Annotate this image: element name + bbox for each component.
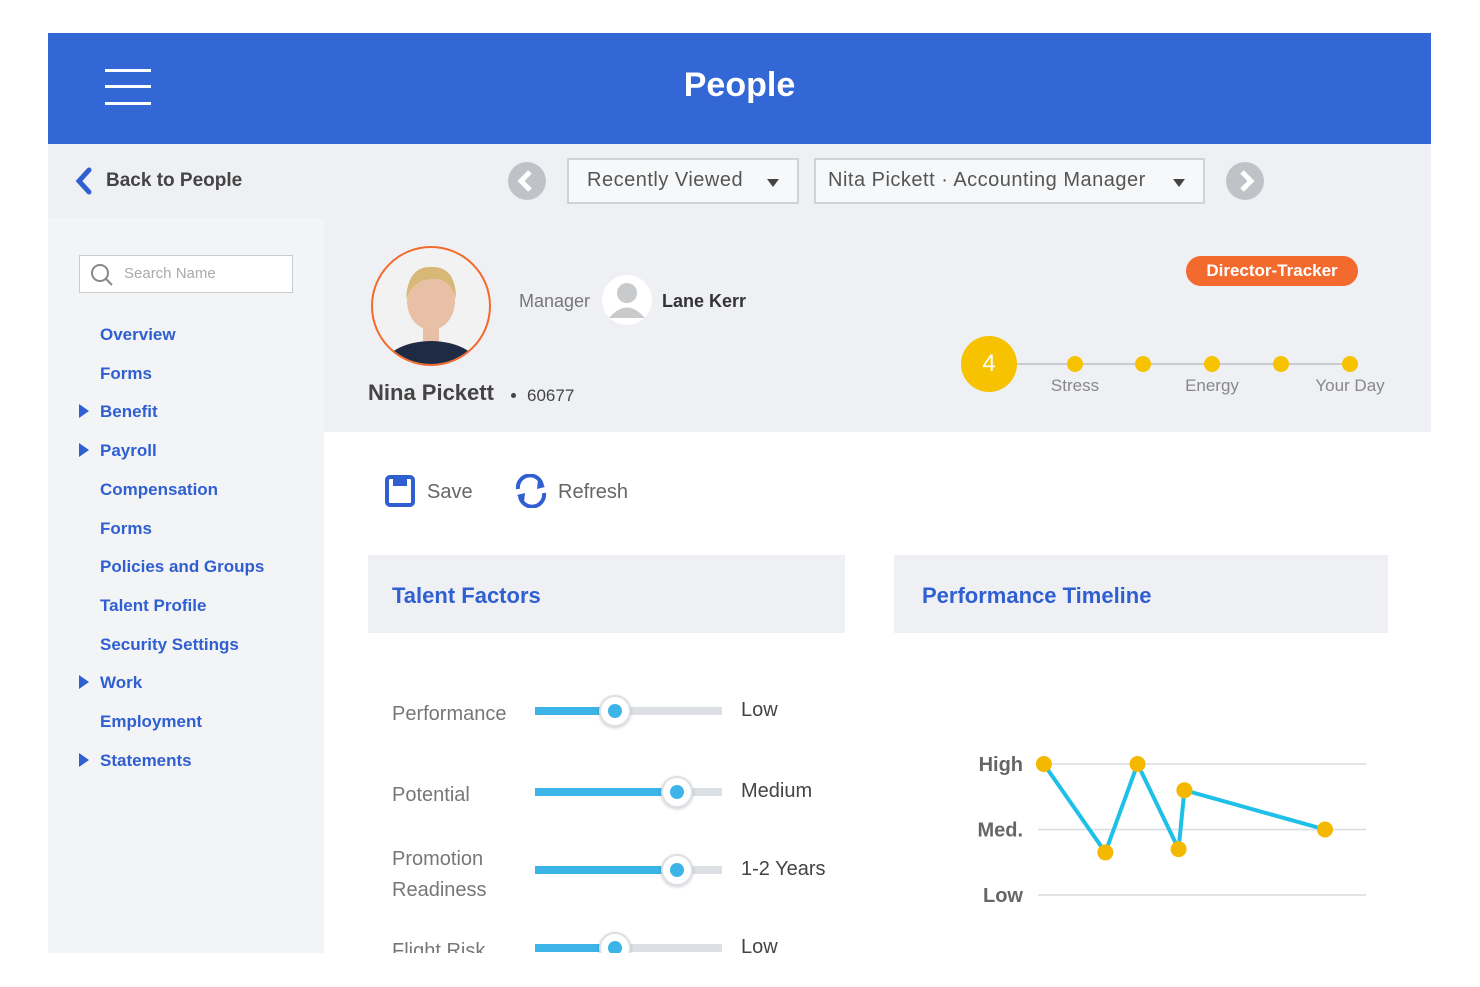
app: People Back to People Recently Viewed Ni… — [48, 33, 1431, 953]
factor-value: Low — [741, 936, 778, 953]
back-link[interactable]: Back to People — [106, 170, 243, 191]
timeline-point — [1170, 841, 1187, 858]
nav-item[interactable]: Employment — [100, 712, 203, 731]
panel-header — [368, 555, 845, 633]
tracker-label: Energy — [1185, 376, 1239, 395]
menu-button[interactable] — [105, 69, 151, 105]
panel-title: Performance Timeline — [922, 583, 1152, 608]
y-tick-label: Low — [983, 885, 1023, 907]
manager-name: Lane Kerr — [662, 291, 747, 311]
search-box[interactable]: Search Name — [79, 255, 293, 293]
slider-fill — [535, 866, 678, 874]
refresh-icon — [515, 474, 547, 508]
nav-item[interactable]: Work — [100, 673, 143, 693]
person-dropdown[interactable]: Nita Pickett · Accounting Manager — [814, 158, 1205, 204]
slider-knob-dot — [608, 941, 623, 953]
next-button[interactable] — [1225, 161, 1265, 201]
slider-knob-dot — [670, 785, 685, 799]
nav-item[interactable]: Compensation — [100, 479, 219, 499]
nav-item[interactable]: Overview — [100, 325, 176, 344]
factor-name: Performance — [392, 703, 507, 725]
panel-header — [894, 555, 1388, 633]
employee-id: 60677 — [527, 386, 575, 405]
timeline-point — [1317, 821, 1333, 838]
panel-title: Talent Factors — [392, 583, 541, 608]
manager-avatar — [602, 275, 652, 325]
avatar — [371, 246, 491, 366]
timeline-point — [1097, 844, 1114, 861]
save-button[interactable]: Save — [427, 481, 473, 503]
save-icon — [385, 475, 415, 507]
slider-fill — [535, 788, 678, 796]
factor-name: Promotion Readiness — [392, 848, 487, 901]
slider-knob[interactable] — [661, 854, 694, 886]
timeline-point — [1176, 782, 1193, 799]
header-bar — [48, 33, 1431, 144]
back-icon — [75, 167, 92, 195]
y-tick-label: High — [979, 754, 1023, 776]
timeline-point — [1035, 756, 1052, 772]
factor-name: Flight Risk — [392, 940, 486, 953]
slider-fill — [535, 707, 616, 715]
tracker-label: Stress — [1050, 376, 1100, 395]
factor-name: Potential — [392, 784, 470, 806]
page-title: People — [683, 66, 796, 104]
expand-arrow — [79, 443, 89, 458]
nav-item[interactable]: Forms — [100, 518, 152, 538]
nav-item[interactable]: Benefit — [100, 402, 158, 422]
employee-name: Nina Pickett — [368, 380, 494, 405]
timeline-point — [1129, 756, 1146, 772]
nav-item[interactable]: Forms — [100, 363, 152, 383]
nav-item[interactable]: Policies and Groups — [100, 557, 265, 577]
expand-arrow — [79, 404, 89, 419]
slider-knob-dot — [608, 704, 623, 718]
expand-arrow — [79, 675, 89, 690]
nav-item[interactable]: Statements — [100, 750, 192, 770]
nav-item[interactable]: Payroll — [100, 441, 157, 461]
slider-fill — [535, 944, 616, 952]
factor-value: Low — [741, 699, 778, 721]
tracker-current: 4 — [982, 350, 996, 377]
factor-value: Medium — [741, 780, 813, 802]
prev-button[interactable] — [507, 161, 547, 201]
manager-label: Manager — [519, 291, 591, 311]
sidebar — [48, 218, 324, 953]
tracker — [961, 336, 1358, 392]
refresh-button[interactable]: Refresh — [558, 481, 629, 503]
nav-item[interactable]: Security Settings — [100, 634, 239, 654]
timeline-chart: High Med. Low — [977, 754, 1366, 907]
nav-item[interactable]: Talent Profile — [100, 595, 207, 615]
factor-value: 1-2 Years — [741, 858, 826, 880]
y-tick-label: Med. — [977, 820, 1023, 842]
timeline-line — [1042, 758, 1326, 857]
filter-dropdown[interactable]: Recently Viewed — [567, 158, 799, 204]
tracker-badge: Director-Tracker — [1186, 256, 1358, 286]
expand-arrow — [79, 752, 89, 767]
slider-knob-dot — [670, 863, 685, 877]
profile-area — [324, 218, 1431, 432]
tracker-label: Your Day — [1315, 376, 1385, 395]
search-placeholder: Search Name — [124, 265, 216, 282]
separator-dot — [511, 393, 516, 398]
